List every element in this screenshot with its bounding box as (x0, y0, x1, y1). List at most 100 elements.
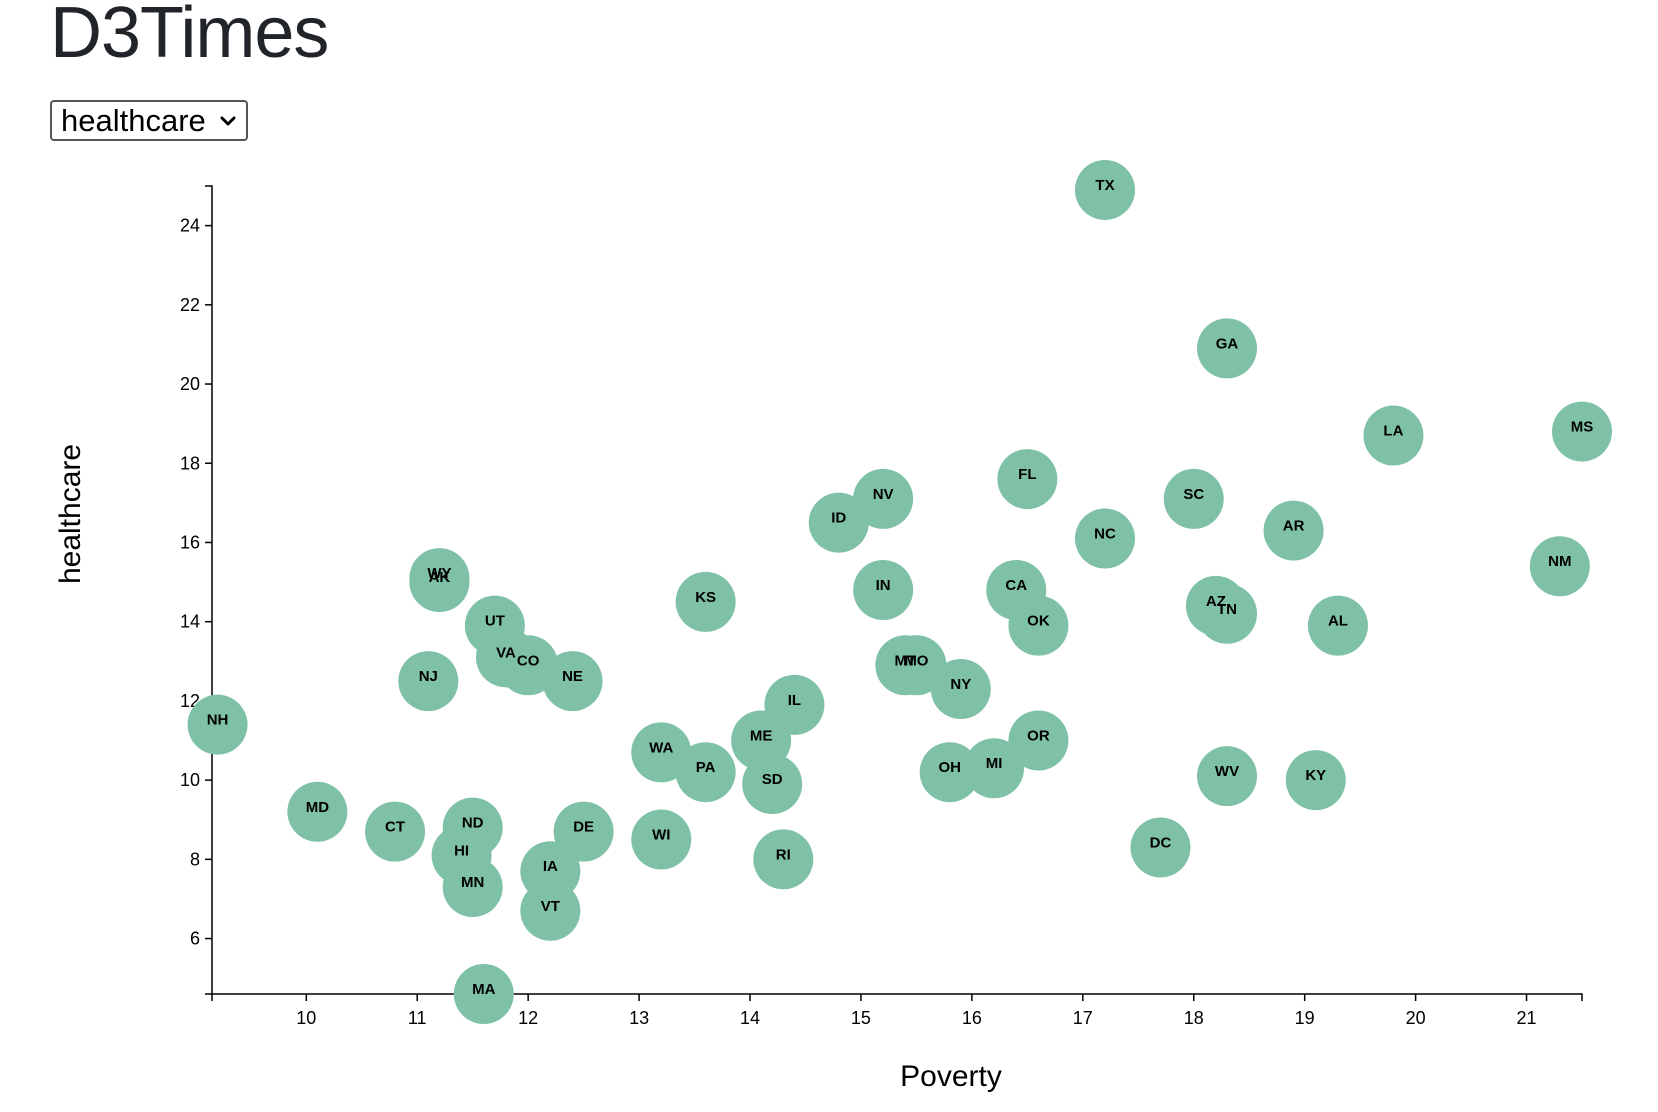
state-point-ar[interactable] (1263, 500, 1324, 561)
state-point-la[interactable] (1363, 405, 1424, 466)
state-label-ct: CT (385, 819, 405, 836)
state-point-or[interactable] (1008, 710, 1069, 771)
state-label-ar: AR (1283, 518, 1305, 535)
chevron-down-icon (220, 111, 236, 136)
state-point-mn[interactable] (442, 857, 503, 918)
state-label-ms: MS (1571, 419, 1594, 436)
x-tick-label: 18 (1184, 1008, 1204, 1028)
state-label-co: CO (517, 652, 540, 669)
state-point-mi[interactable] (964, 738, 1025, 799)
state-point-nc[interactable] (1074, 508, 1135, 569)
state-label-fl: FL (1018, 466, 1036, 483)
state-label-wy: WY (427, 565, 451, 582)
state-point-sd[interactable] (742, 754, 803, 815)
state-label-al: AL (1328, 613, 1348, 630)
x-tick-label: 21 (1517, 1008, 1537, 1028)
y-tick-label: 20 (180, 374, 200, 394)
y-axis-select-value: healthcare (61, 102, 206, 138)
state-label-ks: KS (695, 589, 716, 606)
state-label-la: LA (1383, 423, 1403, 440)
state-point-ri[interactable] (753, 829, 814, 890)
y-tick-label: 16 (180, 532, 200, 552)
state-point-tn[interactable] (1197, 583, 1258, 644)
state-label-wv: WV (1215, 763, 1239, 780)
state-label-mt: MT (894, 652, 916, 669)
state-point-oh[interactable] (919, 742, 980, 803)
state-point-nj[interactable] (398, 651, 459, 712)
state-point-ct[interactable] (365, 801, 426, 862)
state-label-sd: SD (762, 771, 783, 788)
state-label-ut: UT (485, 613, 505, 630)
x-tick-label: 13 (629, 1008, 649, 1028)
state-point-de[interactable] (553, 801, 614, 862)
state-point-ky[interactable] (1285, 750, 1346, 811)
state-label-me: ME (750, 728, 773, 745)
x-tick-label: 11 (408, 1008, 427, 1028)
y-tick-label: 18 (180, 453, 200, 473)
state-label-ca: CA (1005, 577, 1027, 594)
y-axis-select[interactable]: healthcare (50, 100, 248, 141)
x-tick-label: 10 (296, 1008, 316, 1028)
state-point-ny[interactable] (930, 659, 991, 720)
page-title: D3Times (50, 0, 329, 73)
state-label-tn: TN (1217, 601, 1237, 618)
x-axis: 10 11 12 13 14 15 16 17 18 19 20 21 (211, 993, 1583, 1028)
state-label-mi: MI (986, 755, 1003, 772)
state-point-mo[interactable] (886, 635, 947, 696)
state-label-ma: MA (472, 981, 495, 998)
x-axis-line (211, 993, 1583, 1001)
state-point-nm[interactable] (1529, 536, 1590, 597)
state-point-ma[interactable] (453, 964, 514, 1024)
state-point-vt[interactable] (520, 880, 581, 941)
state-label-ga: GA (1216, 335, 1239, 352)
y-tick-label: 14 (180, 612, 200, 632)
x-tick-label: 20 (1406, 1008, 1426, 1028)
state-point-in[interactable] (853, 560, 914, 620)
state-label-nj: NJ (419, 668, 438, 685)
state-label-ak: AK (429, 569, 451, 586)
x-tick-label: 16 (962, 1008, 982, 1028)
state-point-ks[interactable] (675, 571, 736, 632)
state-point-nh[interactable] (187, 694, 248, 755)
x-tick-label: 14 (740, 1008, 760, 1028)
y-tick-label: 24 (180, 216, 200, 236)
state-point-dc[interactable] (1130, 817, 1191, 878)
state-point-ok[interactable] (1008, 595, 1069, 656)
state-label-pa: PA (696, 759, 716, 776)
state-point-fl[interactable] (997, 449, 1058, 510)
y-axis-title: healthcare (54, 444, 87, 584)
state-label-oh: OH (938, 759, 961, 776)
state-point-wv[interactable] (1197, 746, 1258, 807)
state-point-sc[interactable] (1163, 468, 1224, 529)
state-point-wi[interactable] (631, 809, 692, 870)
y-tick-label: 8 (190, 849, 200, 869)
state-label-dc: DC (1150, 834, 1172, 851)
state-label-nh: NH (207, 712, 229, 729)
state-point-md[interactable] (287, 781, 348, 842)
state-label-vt: VT (541, 898, 560, 915)
state-label-ne: NE (562, 668, 583, 685)
state-label-ia: IA (543, 858, 558, 875)
state-label-nv: NV (873, 486, 894, 503)
y-tick-label: 6 (190, 929, 200, 949)
state-label-il: IL (788, 692, 801, 709)
state-point-nv[interactable] (853, 468, 914, 529)
state-point-ms[interactable] (1552, 401, 1612, 462)
state-label-ri: RI (776, 846, 791, 863)
x-tick-label: 17 (1073, 1008, 1093, 1028)
state-label-mn: MN (461, 874, 484, 891)
state-point-ne[interactable] (542, 651, 603, 712)
state-point-id[interactable] (808, 492, 869, 553)
state-point-pa[interactable] (675, 742, 736, 803)
state-label-nm: NM (1548, 553, 1571, 570)
state-point-ak[interactable] (409, 552, 470, 613)
x-tick-label: 19 (1295, 1008, 1315, 1028)
state-point-ga[interactable] (1197, 318, 1258, 379)
state-label-nc: NC (1094, 526, 1116, 543)
state-point-tx[interactable] (1074, 159, 1135, 220)
state-label-md: MD (306, 799, 329, 816)
state-point-al[interactable] (1307, 595, 1368, 656)
points-layer (187, 159, 1612, 1024)
